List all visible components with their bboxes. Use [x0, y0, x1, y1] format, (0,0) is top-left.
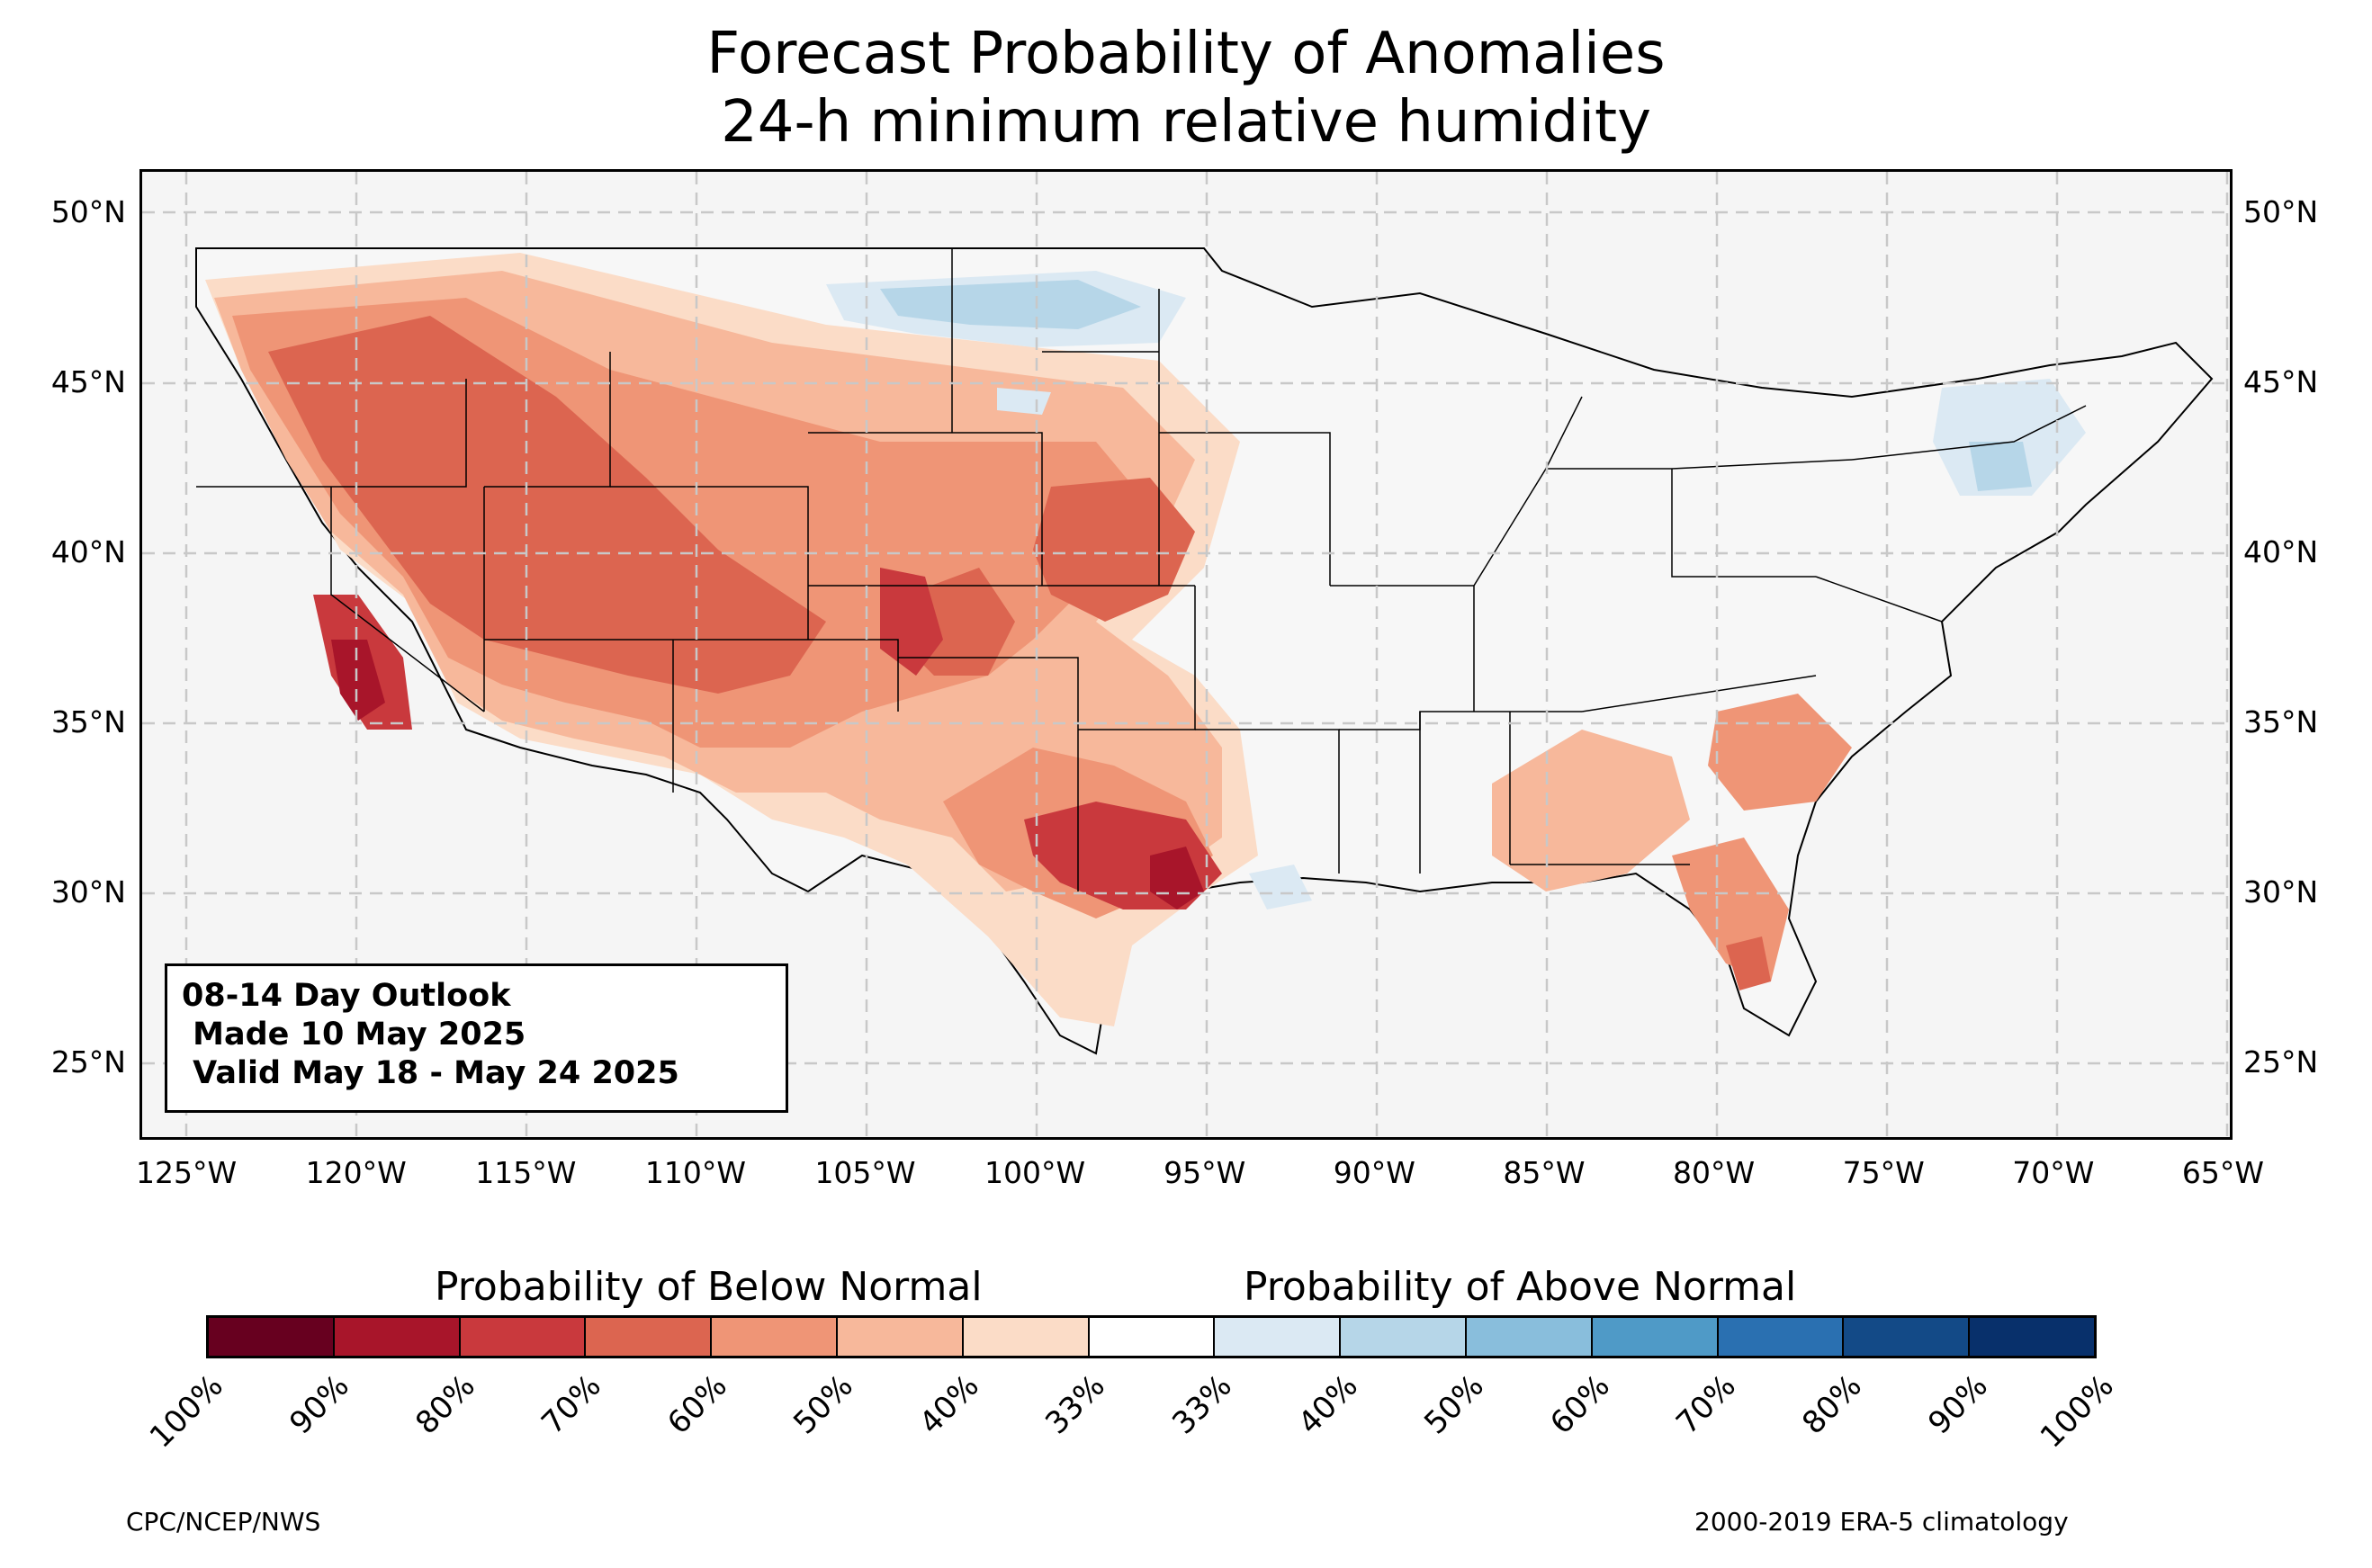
colorbar-tick-label-6: 40% — [912, 1367, 987, 1442]
lat-tick-right-35: 35°N — [2243, 704, 2319, 740]
colorbar-tick-label-2: 80% — [409, 1367, 482, 1442]
colorbar-segment-5 — [837, 1318, 964, 1356]
colorbar-tick-label-1: 90% — [283, 1367, 356, 1442]
lat-tick-right-30: 30°N — [2243, 874, 2319, 909]
colorbar-tick-label-10: 50% — [1416, 1367, 1491, 1442]
colorbar-tick-label-3: 70% — [535, 1367, 609, 1442]
colorbar-tick-label-5: 50% — [786, 1367, 861, 1442]
colorbar-segment-11 — [1592, 1318, 1719, 1356]
colorbar — [206, 1315, 2097, 1358]
lon-tick-80: 80°W — [1673, 1155, 1756, 1190]
colorbar-segment-7 — [1089, 1318, 1216, 1356]
forecast-map — [139, 169, 2233, 1140]
colorbar-segment-10 — [1466, 1318, 1593, 1356]
outlook-made-date: Made 10 May 2025 — [182, 1017, 526, 1053]
colorbar-tick-label-4: 60% — [660, 1367, 735, 1442]
colorbar-segment-2 — [460, 1318, 587, 1356]
lon-tick-115: 115°W — [475, 1155, 577, 1190]
lat-tick-left-35: 35°N — [50, 704, 126, 740]
lat-tick-right-40: 40°N — [2243, 534, 2319, 570]
lat-tick-left-25: 25°N — [50, 1044, 126, 1080]
colorbar-tick-label-9: 40% — [1290, 1367, 1365, 1442]
colorbar-tick-label-13: 80% — [1795, 1367, 1869, 1442]
gridlines — [142, 172, 2230, 1137]
lon-tick-70: 70°W — [2012, 1155, 2095, 1190]
colorbar-tick-label-0: 100% — [142, 1367, 230, 1456]
credit-climatology: 2000-2019 ERA-5 climatology — [1694, 1507, 2069, 1537]
colorbar-segment-6 — [963, 1318, 1090, 1356]
outlook-period: 08-14 Day Outlook — [182, 978, 511, 1014]
outlook-valid-range: Valid May 18 - May 24 2025 — [182, 1055, 679, 1091]
lat-tick-right-25: 25°N — [2243, 1044, 2319, 1080]
colorbar-tick-label-11: 60% — [1542, 1367, 1617, 1442]
lon-tick-105: 105°W — [814, 1155, 916, 1190]
figure-subtitle: 24-h minimum relative humidity — [721, 89, 1651, 156]
colorbar-tick-label-7: 33% — [1038, 1367, 1113, 1442]
colorbar-tick-label-15: 100% — [2033, 1367, 2121, 1456]
lat-tick-left-50: 50°N — [50, 194, 126, 230]
lat-tick-right-50: 50°N — [2243, 194, 2319, 230]
colorbar-segment-14 — [1970, 1318, 2094, 1356]
legend-below-normal-label: Probability of Below Normal — [435, 1264, 983, 1310]
lon-tick-125: 125°W — [135, 1155, 238, 1190]
above-normal-shading — [826, 271, 2086, 909]
lat-tick-left-30: 30°N — [50, 874, 126, 909]
colorbar-tick-label-8: 33% — [1164, 1367, 1239, 1442]
lon-tick-85: 85°W — [1503, 1155, 1586, 1190]
colorbar-segment-8 — [1215, 1318, 1342, 1356]
colorbar-segment-13 — [1844, 1318, 1971, 1356]
legend-above-normal-label: Probability of Above Normal — [1244, 1264, 1797, 1310]
colorbar-segment-0 — [209, 1318, 335, 1356]
outlook-info-box: 08-14 Day Outlook Made 10 May 2025 Valid… — [165, 963, 788, 1113]
colorbar-segment-12 — [1718, 1318, 1845, 1356]
colorbar-segment-1 — [334, 1318, 461, 1356]
colorbar-segment-4 — [712, 1318, 838, 1356]
colorbar-tick-label-12: 70% — [1668, 1367, 1743, 1442]
colorbar-segment-9 — [1341, 1318, 1467, 1356]
lon-tick-65: 65°W — [2181, 1155, 2265, 1190]
lat-tick-left-45: 45°N — [50, 364, 126, 400]
lon-tick-110: 110°W — [644, 1155, 746, 1190]
lon-tick-120: 120°W — [305, 1155, 407, 1190]
lat-tick-left-40: 40°N — [50, 534, 126, 570]
colorbar-tick-label-14: 90% — [1921, 1367, 1995, 1442]
colorbar-segment-3 — [586, 1318, 713, 1356]
lat-tick-right-45: 45°N — [2243, 364, 2319, 400]
credit-agency: CPC/NCEP/NWS — [126, 1507, 321, 1537]
map-canvas — [142, 172, 2230, 1137]
lon-tick-95: 95°W — [1164, 1155, 1246, 1190]
lon-tick-100: 100°W — [984, 1155, 1086, 1190]
lon-tick-90: 90°W — [1333, 1155, 1415, 1190]
lon-tick-75: 75°W — [1842, 1155, 1925, 1190]
figure-title: Forecast Probability of Anomalies — [706, 21, 1666, 87]
